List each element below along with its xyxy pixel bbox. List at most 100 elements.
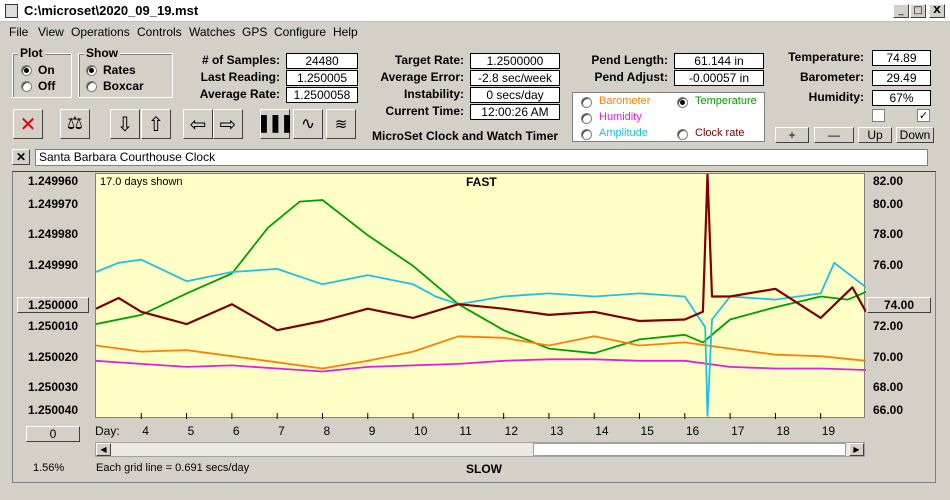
menu-help[interactable]: Help (333, 25, 358, 39)
delete-icon[interactable]: ✕ (13, 109, 43, 139)
multi-wave-icon[interactable]: ≋ (326, 109, 356, 139)
last-reading-value: 1.250005 (286, 70, 358, 86)
current-time-label: Current Time: (385, 104, 464, 118)
show-group-label: Show (84, 46, 120, 60)
x-tick-label: 17 (731, 424, 745, 438)
arrow-left-icon[interactable]: ⇦ (183, 109, 213, 139)
humidity-radio[interactable] (581, 113, 592, 124)
right-axis-tick-label: 76.00 (873, 257, 904, 272)
minimize-button[interactable]: _ (893, 4, 909, 18)
checkbox-1[interactable] (872, 109, 885, 122)
average-rate-label: Average Rate: (199, 87, 280, 101)
humidity-value: 67% (872, 90, 931, 106)
temperature-radio[interactable] (677, 97, 688, 108)
pend-length-value: 61.144 in (674, 53, 764, 69)
arrow-right-icon[interactable]: ⇨ (213, 109, 243, 139)
menu-controls[interactable]: Controls (137, 25, 182, 39)
barometer-series-line (96, 335, 866, 370)
minus-button[interactable]: — (814, 127, 854, 143)
left-axis-tick-label: 1.249990 (28, 257, 79, 272)
right-axis-tick-label: 68.00 (873, 380, 904, 395)
window-title: C:\microset\2020_09_19.mst (24, 3, 199, 18)
menu-configure[interactable]: Configure (274, 25, 327, 39)
offset-button[interactable]: 0 (26, 426, 80, 442)
barometer-value: 29.49 (872, 70, 931, 86)
last-reading-label: Last Reading: (200, 70, 280, 84)
left-axis-tick-label: 1.249980 (28, 227, 79, 242)
scroll-left-icon[interactable]: ◀ (96, 443, 111, 456)
arrow-down-icon[interactable]: ⇩ (110, 109, 140, 139)
plus-button[interactable]: + (775, 127, 809, 143)
scroll-thumb[interactable] (533, 443, 846, 456)
barometer-option: Barometer (599, 95, 651, 107)
grid-note: Each grid line = 0.691 secs/day (96, 462, 250, 474)
x-tick-label: 16 (685, 424, 700, 438)
target-rate-label: Target Rate: (394, 53, 464, 67)
humidity-series-line (96, 358, 866, 373)
show-boxcar-label: Boxcar (103, 79, 144, 93)
app-icon (5, 4, 18, 18)
wave-icon[interactable]: ∿ (293, 109, 323, 139)
menu-file[interactable]: File (9, 25, 29, 39)
x-tick-label: 15 (640, 424, 654, 438)
plot-on-label: On (38, 63, 55, 77)
menu-bar: File View Operations Controls Watches GP… (0, 22, 950, 42)
x-tick-label: 7 (278, 424, 285, 438)
humidity-option[interactable]: Humidity (599, 111, 642, 123)
right-axis-button[interactable]: 74.00 (867, 297, 931, 313)
right-axis-tick-label: 82.00 (873, 174, 904, 188)
amplitude-series-line (96, 258, 866, 417)
plot-on-radio[interactable] (21, 65, 32, 76)
plot-off-label: Off (38, 79, 56, 93)
arrow-up-icon[interactable]: ⇧ (141, 109, 171, 139)
bar-graph-icon[interactable]: ▌▌▌ (260, 109, 296, 139)
x-tick-label: 12 (504, 424, 518, 438)
maximize-button[interactable]: □ (910, 4, 926, 18)
samples-label: # of Samples: (201, 53, 280, 67)
down-button[interactable]: Down (896, 127, 934, 143)
show-group (78, 53, 173, 98)
plot-off-radio[interactable] (21, 81, 32, 92)
pend-adjust-label: Pend Adjust: (594, 70, 668, 84)
x-tick-label: 6 (232, 424, 240, 438)
clock-rate-option: Clock rate (695, 127, 745, 139)
clock-rate-radio[interactable] (677, 129, 688, 140)
menu-watches[interactable]: Watches (189, 25, 236, 39)
watch-name-field[interactable]: Santa Barbara Courthouse Clock (35, 149, 928, 166)
average-rate-value: 1.2500058 (286, 87, 358, 103)
x-tick-label: 5 (187, 424, 195, 438)
chart-panel (12, 171, 936, 483)
up-button[interactable]: Up (858, 127, 892, 143)
close-button[interactable]: X (929, 4, 945, 18)
x-tick-label: 8 (323, 424, 331, 438)
barometer-radio[interactable] (581, 97, 592, 108)
checkbox-2[interactable]: ✓ (917, 109, 930, 122)
temperature-label: Temperature: (788, 50, 864, 64)
slow-label: SLOW (466, 462, 502, 476)
temperature-option: Temperature (695, 95, 757, 107)
horizontal-scrollbar[interactable]: ◀ ▶ (95, 442, 865, 457)
amplitude-radio[interactable] (581, 129, 592, 140)
x-tick-label: 14 (595, 424, 609, 438)
show-boxcar-radio[interactable] (86, 81, 97, 92)
left-axis-button[interactable]: 1.250000 (17, 297, 89, 313)
average-error-value: -2.8 sec/week (470, 70, 560, 86)
pend-length-label: Pend Length: (591, 53, 668, 67)
menu-view[interactable]: View (38, 25, 64, 39)
app-name: MicroSet Clock and Watch Timer (372, 129, 559, 143)
right-axis-tick-label: 72.00 (873, 319, 904, 334)
title-bar: C:\microset\2020_09_19.mst _ □ X (0, 0, 950, 22)
scroll-right-icon[interactable]: ▶ (849, 443, 864, 456)
x-tick-label: 11 (459, 424, 472, 438)
temperature-value: 74.89 (872, 50, 931, 66)
menu-gps[interactable]: GPS (242, 25, 268, 39)
day-label: Day: (95, 424, 120, 438)
clear-watch-button[interactable]: ✕ (12, 149, 30, 165)
average-error-label: Average Error: (380, 70, 464, 84)
show-rates-radio[interactable] (86, 65, 97, 76)
left-axis-tick-label: 1.249960 (28, 174, 79, 188)
temperature-series-line (96, 199, 866, 355)
balance-icon[interactable]: ⚖ (60, 109, 90, 139)
menu-operations[interactable]: Operations (71, 25, 130, 39)
current-time-value: 12:00:26 AM (470, 104, 560, 120)
